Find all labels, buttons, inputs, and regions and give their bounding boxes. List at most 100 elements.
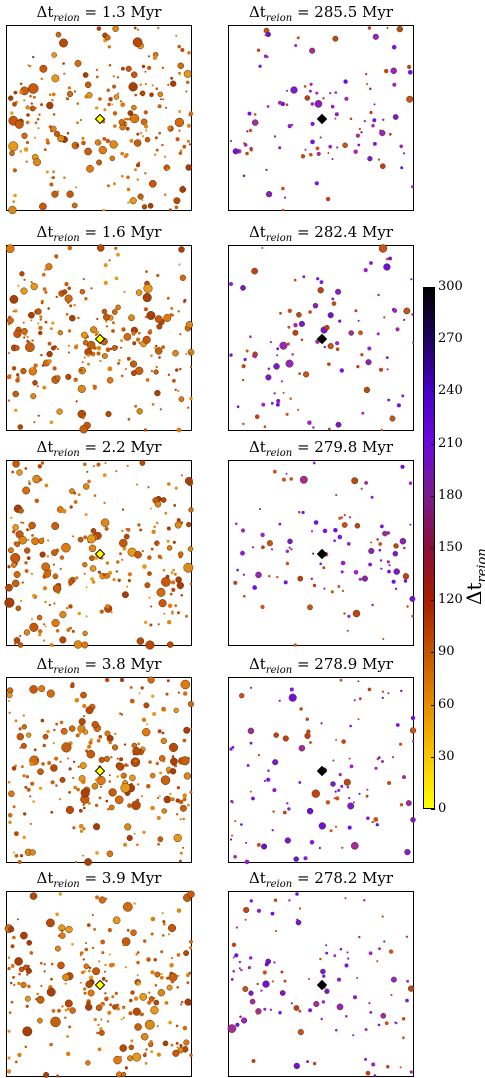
halo-point xyxy=(82,729,89,735)
halo-point xyxy=(178,585,183,590)
halo-point xyxy=(81,331,88,339)
halo-point xyxy=(410,817,416,823)
halo-point xyxy=(134,93,137,97)
halo-point xyxy=(77,409,87,419)
halo-point xyxy=(105,561,110,565)
halo-point xyxy=(40,461,45,465)
halo-point xyxy=(73,90,77,93)
halo-point xyxy=(39,202,47,211)
halo-point xyxy=(96,351,101,356)
halo-point xyxy=(229,282,233,286)
halo-point xyxy=(66,190,74,198)
halo-point xyxy=(18,727,22,731)
halo-point xyxy=(84,81,92,89)
halo-point xyxy=(135,953,138,956)
halo-point xyxy=(254,414,260,419)
halo-point xyxy=(14,119,24,129)
halo-point xyxy=(61,742,72,753)
halo-point xyxy=(97,1047,102,1052)
halo-point xyxy=(112,111,118,116)
halo-point xyxy=(14,1060,18,1064)
halo-point xyxy=(21,581,24,584)
halo-point xyxy=(296,36,300,40)
halo-point xyxy=(61,509,67,514)
halo-point xyxy=(112,182,116,186)
halo-point xyxy=(36,995,45,1004)
halo-point xyxy=(271,980,274,983)
halo-point xyxy=(368,1002,371,1005)
halo-point xyxy=(166,539,170,543)
halo-point xyxy=(249,335,252,338)
halo-point xyxy=(184,476,193,485)
halo-point xyxy=(81,140,86,146)
halo-point xyxy=(108,953,111,956)
halo-point xyxy=(30,393,37,400)
halo-point xyxy=(52,366,57,371)
colorbar-label: Δtreion xyxy=(462,548,485,605)
halo-point xyxy=(142,830,146,834)
halo-point xyxy=(11,562,17,568)
halo-point xyxy=(180,594,184,597)
halo-point xyxy=(73,378,77,383)
halo-point xyxy=(411,614,414,618)
halo-point xyxy=(167,766,170,769)
halo-point xyxy=(73,785,77,790)
halo-point xyxy=(251,119,259,126)
halo-point xyxy=(64,282,69,287)
halo-point xyxy=(108,63,112,67)
halo-point xyxy=(87,969,91,973)
halo-point xyxy=(96,462,101,467)
halo-point xyxy=(140,1012,144,1017)
halo-point xyxy=(66,1051,71,1057)
halo-point xyxy=(185,164,192,171)
halo-point xyxy=(63,72,66,75)
halo-point xyxy=(282,735,289,742)
halo-point xyxy=(33,136,36,139)
halo-point xyxy=(157,26,160,30)
halo-point xyxy=(10,1000,14,1004)
halo-point xyxy=(136,798,140,802)
halo-point xyxy=(82,562,88,568)
halo-point xyxy=(88,966,92,970)
halo-point xyxy=(401,394,405,398)
halo-point xyxy=(117,92,120,95)
halo-point xyxy=(365,794,369,798)
halo-point xyxy=(343,612,346,615)
halo-point xyxy=(142,335,151,344)
halo-point xyxy=(21,724,27,730)
halo-point xyxy=(121,327,126,332)
halo-point xyxy=(134,168,137,172)
halo-point xyxy=(289,687,294,692)
halo-point xyxy=(39,315,43,319)
halo-point xyxy=(112,84,117,89)
halo-point xyxy=(364,481,368,485)
halo-point xyxy=(261,545,265,550)
halo-point xyxy=(29,65,32,68)
halo-point xyxy=(26,335,29,338)
halo-point xyxy=(281,186,285,191)
halo-point xyxy=(119,538,128,548)
halo-point xyxy=(136,783,140,786)
halo-point xyxy=(230,140,232,142)
halo-point xyxy=(57,1008,61,1013)
halo-point xyxy=(121,529,124,532)
halo-point xyxy=(102,137,107,141)
halo-point xyxy=(253,354,257,359)
halo-point xyxy=(298,781,302,784)
halo-point xyxy=(147,555,152,560)
halo-point xyxy=(129,197,137,205)
halo-point xyxy=(43,623,46,626)
halo-point xyxy=(60,929,64,932)
halo-point xyxy=(100,939,106,945)
halo-point xyxy=(54,756,59,761)
halo-point xyxy=(171,314,174,317)
halo-point xyxy=(179,333,182,336)
halo-point xyxy=(182,797,187,802)
halo-point xyxy=(79,951,84,955)
halo-point xyxy=(166,168,169,171)
halo-point xyxy=(38,477,43,482)
halo-point xyxy=(308,89,312,93)
halo-point xyxy=(116,775,119,778)
scatter-plot xyxy=(233,461,416,647)
halo-point xyxy=(99,785,103,788)
